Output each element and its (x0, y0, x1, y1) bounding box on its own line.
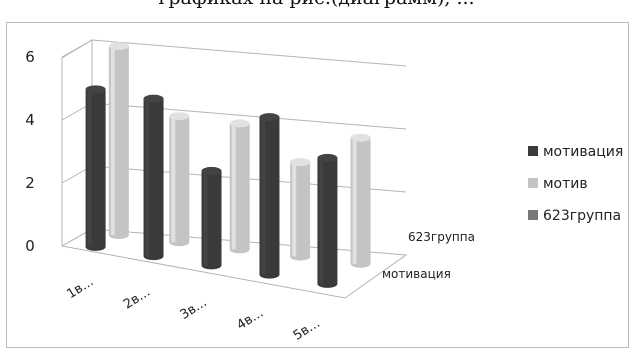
bar-motiv-2 (169, 112, 190, 247)
x-category-label: 5в... (291, 316, 323, 344)
x-category-label: 4в... (234, 306, 266, 334)
bar-motivation-5 (317, 153, 338, 288)
x-category-label: 3в... (178, 295, 210, 323)
legend-label: мотив (543, 176, 588, 192)
x-axis-categories: 1в... 2в... 3в... 4в... 5в... (64, 274, 322, 343)
depth-label-front: мотивация (382, 267, 451, 281)
legend-swatch (528, 210, 538, 220)
bar-motiv-3 (229, 119, 250, 254)
legend-swatch (528, 178, 538, 188)
chart-bars (85, 42, 371, 288)
y-axis-ticks: 0 2 4 6 (25, 48, 35, 255)
legend-label: мотивация (543, 144, 623, 160)
bar-motivation-3 (201, 166, 222, 270)
depth-axis-labels: 623группа мотивация (382, 230, 475, 281)
legend-swatch (528, 146, 538, 156)
bar-motivation-4 (259, 113, 280, 279)
header-fragment: графиках на рис.(диаграмм), ... (0, 0, 633, 9)
bar-motivation-2 (143, 94, 164, 261)
bar-motiv-1 (108, 42, 129, 240)
bar-motivation-1 (85, 85, 106, 251)
y-tick-label: 6 (25, 48, 35, 66)
gridline-left (61, 39, 93, 58)
x-category-label: 1в... (64, 274, 96, 302)
gridline (91, 39, 407, 67)
y-tick-label: 0 (25, 237, 35, 255)
x-category-label: 2в... (121, 285, 153, 313)
depth-label-back: 623группа (408, 230, 475, 244)
legend-label: 623группа (543, 208, 621, 224)
y-tick-label: 2 (25, 174, 35, 192)
legend: мотивация мотив 623группа (528, 144, 623, 224)
top-text-strip: графиках на рис.(диаграмм), ... (0, 0, 633, 22)
y-tick-label: 4 (25, 111, 35, 129)
bar-motiv-5 (350, 133, 371, 268)
bar-motiv-4 (290, 158, 311, 261)
